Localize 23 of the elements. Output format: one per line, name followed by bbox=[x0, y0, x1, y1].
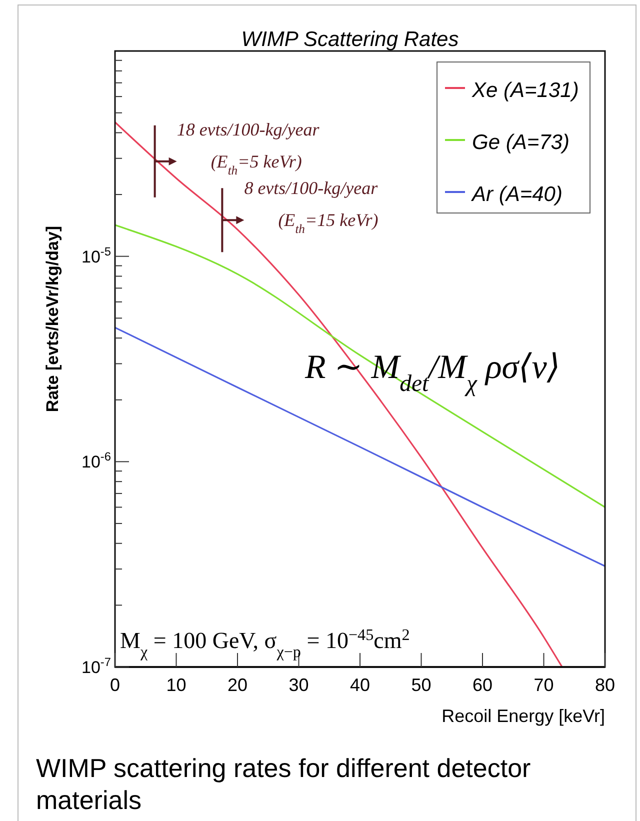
x-tick-label: 60 bbox=[472, 675, 493, 695]
x-tick-label: 20 bbox=[227, 675, 248, 695]
y-axis-title: Rate [evts/keVr/kg/day] bbox=[43, 226, 62, 412]
legend-label: Ge (A=73) bbox=[472, 131, 570, 154]
chart-title: WIMP Scattering Rates bbox=[241, 28, 460, 51]
text: WIMP scattering rates for different detector materials bbox=[36, 752, 532, 816]
annotation: 18 evts/100-kg/year (E$_{th}$=5 keVr) bbox=[176, 119, 320, 178]
annotation: 8 evts/100-kg/year (E$_{th}$=15 keVr) bbox=[244, 178, 379, 236]
x-tick-label: 0 bbox=[110, 675, 120, 695]
legend-label: Ar (A=40) bbox=[470, 183, 562, 206]
y-tick-label: 10$^{-5}$ bbox=[82, 244, 112, 266]
x-tick-label: 10 bbox=[166, 675, 186, 695]
x-tick-label: 40 bbox=[350, 675, 370, 695]
x-tick-label: 70 bbox=[534, 675, 554, 695]
y-tick-label: 10$^{-7}$ bbox=[82, 655, 112, 677]
x-tick-label: 80 bbox=[594, 675, 616, 695]
x-tick-label: 30 bbox=[288, 675, 309, 695]
line-series bbox=[115, 326, 605, 567]
legend-label: Xe (A=131) bbox=[471, 79, 579, 102]
annotation: M$_{χ}$ = 100 GeV, σ$_{χ−p}$ = 10$^{−45}$cm$^{2}$ bbox=[120, 626, 410, 660]
x-tick-label: 50 bbox=[411, 675, 432, 695]
y-tick-label: 10$^{-6}$ bbox=[82, 450, 112, 472]
x-axis-title: Recoil Energy [keVr] bbox=[442, 706, 605, 726]
